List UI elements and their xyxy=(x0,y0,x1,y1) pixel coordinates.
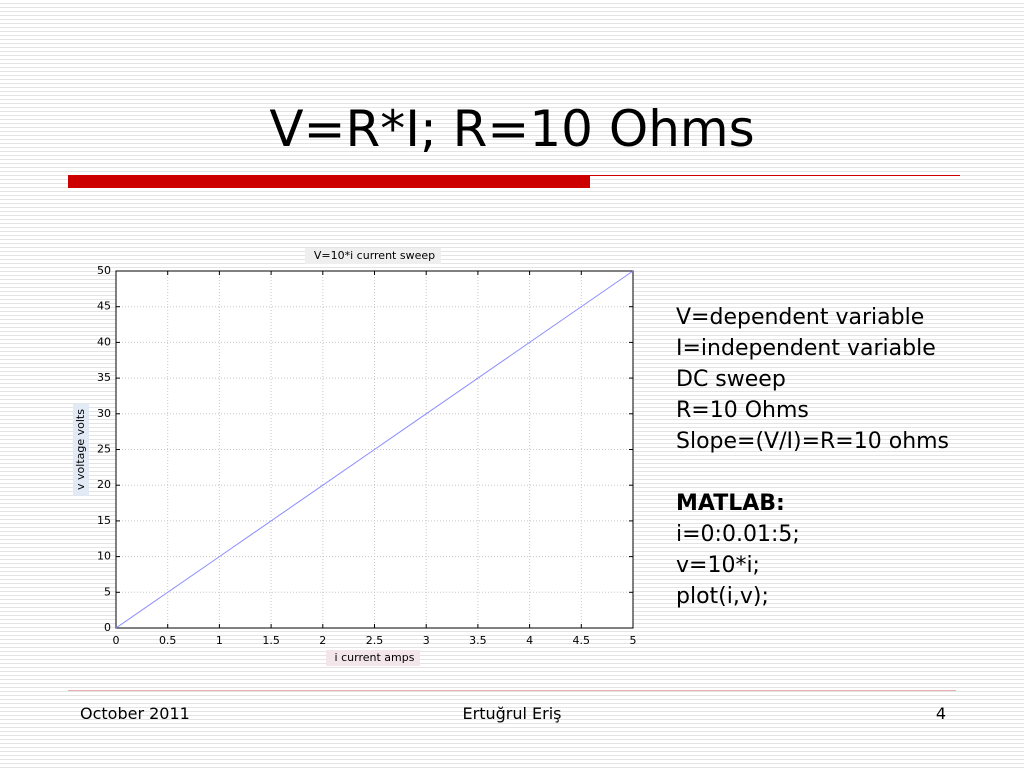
x-tick-label: 3 xyxy=(423,634,430,647)
code-title: MATLAB: xyxy=(676,491,785,516)
x-tick-label: 1.5 xyxy=(262,634,280,647)
y-axis-label: v voltage volts xyxy=(74,409,87,490)
y-tick-label: 0 xyxy=(104,621,111,634)
y-tick-label: 15 xyxy=(97,514,111,527)
x-axis-label: i current amps xyxy=(335,651,415,664)
code-line: v=10*i; xyxy=(676,553,760,578)
footer-date: October 2011 xyxy=(80,704,190,723)
y-tick-label: 35 xyxy=(97,371,111,384)
x-tick-label: 1 xyxy=(216,634,223,647)
x-tick-label: 0 xyxy=(113,634,120,647)
x-label-bg xyxy=(326,650,420,666)
y-tick-label: 5 xyxy=(104,585,111,598)
notes: V=dependent variable I=independent varia… xyxy=(676,302,949,612)
footer-author: Ertuğrul Eriş xyxy=(462,704,562,723)
title-rule xyxy=(590,175,960,176)
plot-frame xyxy=(115,270,634,629)
note: R=10 Ohms xyxy=(676,398,809,423)
x-tick-label: 2 xyxy=(319,634,326,647)
code-line: i=0:0.01:5; xyxy=(676,522,800,547)
y-label-group: v voltage volts xyxy=(73,403,89,496)
x-tick-label: 4 xyxy=(526,634,533,647)
title-bar xyxy=(68,175,590,188)
code-line: plot(i,v); xyxy=(676,584,769,609)
slide-title: V=R*I; R=10 Ohms xyxy=(269,100,755,158)
x-tick-label: 5 xyxy=(630,634,637,647)
y-tick-label: 45 xyxy=(97,300,111,313)
note: I=independent variable xyxy=(676,336,936,361)
note: DC sweep xyxy=(676,367,786,392)
y-tick-label: 40 xyxy=(97,335,111,348)
y-tick-label: 20 xyxy=(97,478,111,491)
y-tick-label: 25 xyxy=(97,443,111,456)
x-tick-label: 0.5 xyxy=(159,634,177,647)
y-tick-label: 30 xyxy=(97,407,111,420)
chart-title: V=10*i current sweep xyxy=(314,249,435,262)
y-label-bg xyxy=(73,403,89,496)
line xyxy=(115,270,634,629)
y-tick-label: 10 xyxy=(97,550,111,563)
x-tick-label: 4.5 xyxy=(573,634,591,647)
x-tick-label: 2.5 xyxy=(366,634,384,647)
x-tick-label: 3.5 xyxy=(469,634,487,647)
footer-rule xyxy=(68,690,956,691)
note: V=dependent variable xyxy=(676,305,925,330)
footer-page: 4 xyxy=(935,704,946,723)
note: Slope=(V/I)=R=10 ohms xyxy=(676,429,950,454)
chart: 0 5 10 15 20 25 30 35 40 45 50 0 0.5 1 1.5 2 2.5 3 3.5 4 4.5… xyxy=(73,248,637,666)
y-tick-label: 50 xyxy=(97,264,111,277)
title-bg xyxy=(305,248,441,264)
